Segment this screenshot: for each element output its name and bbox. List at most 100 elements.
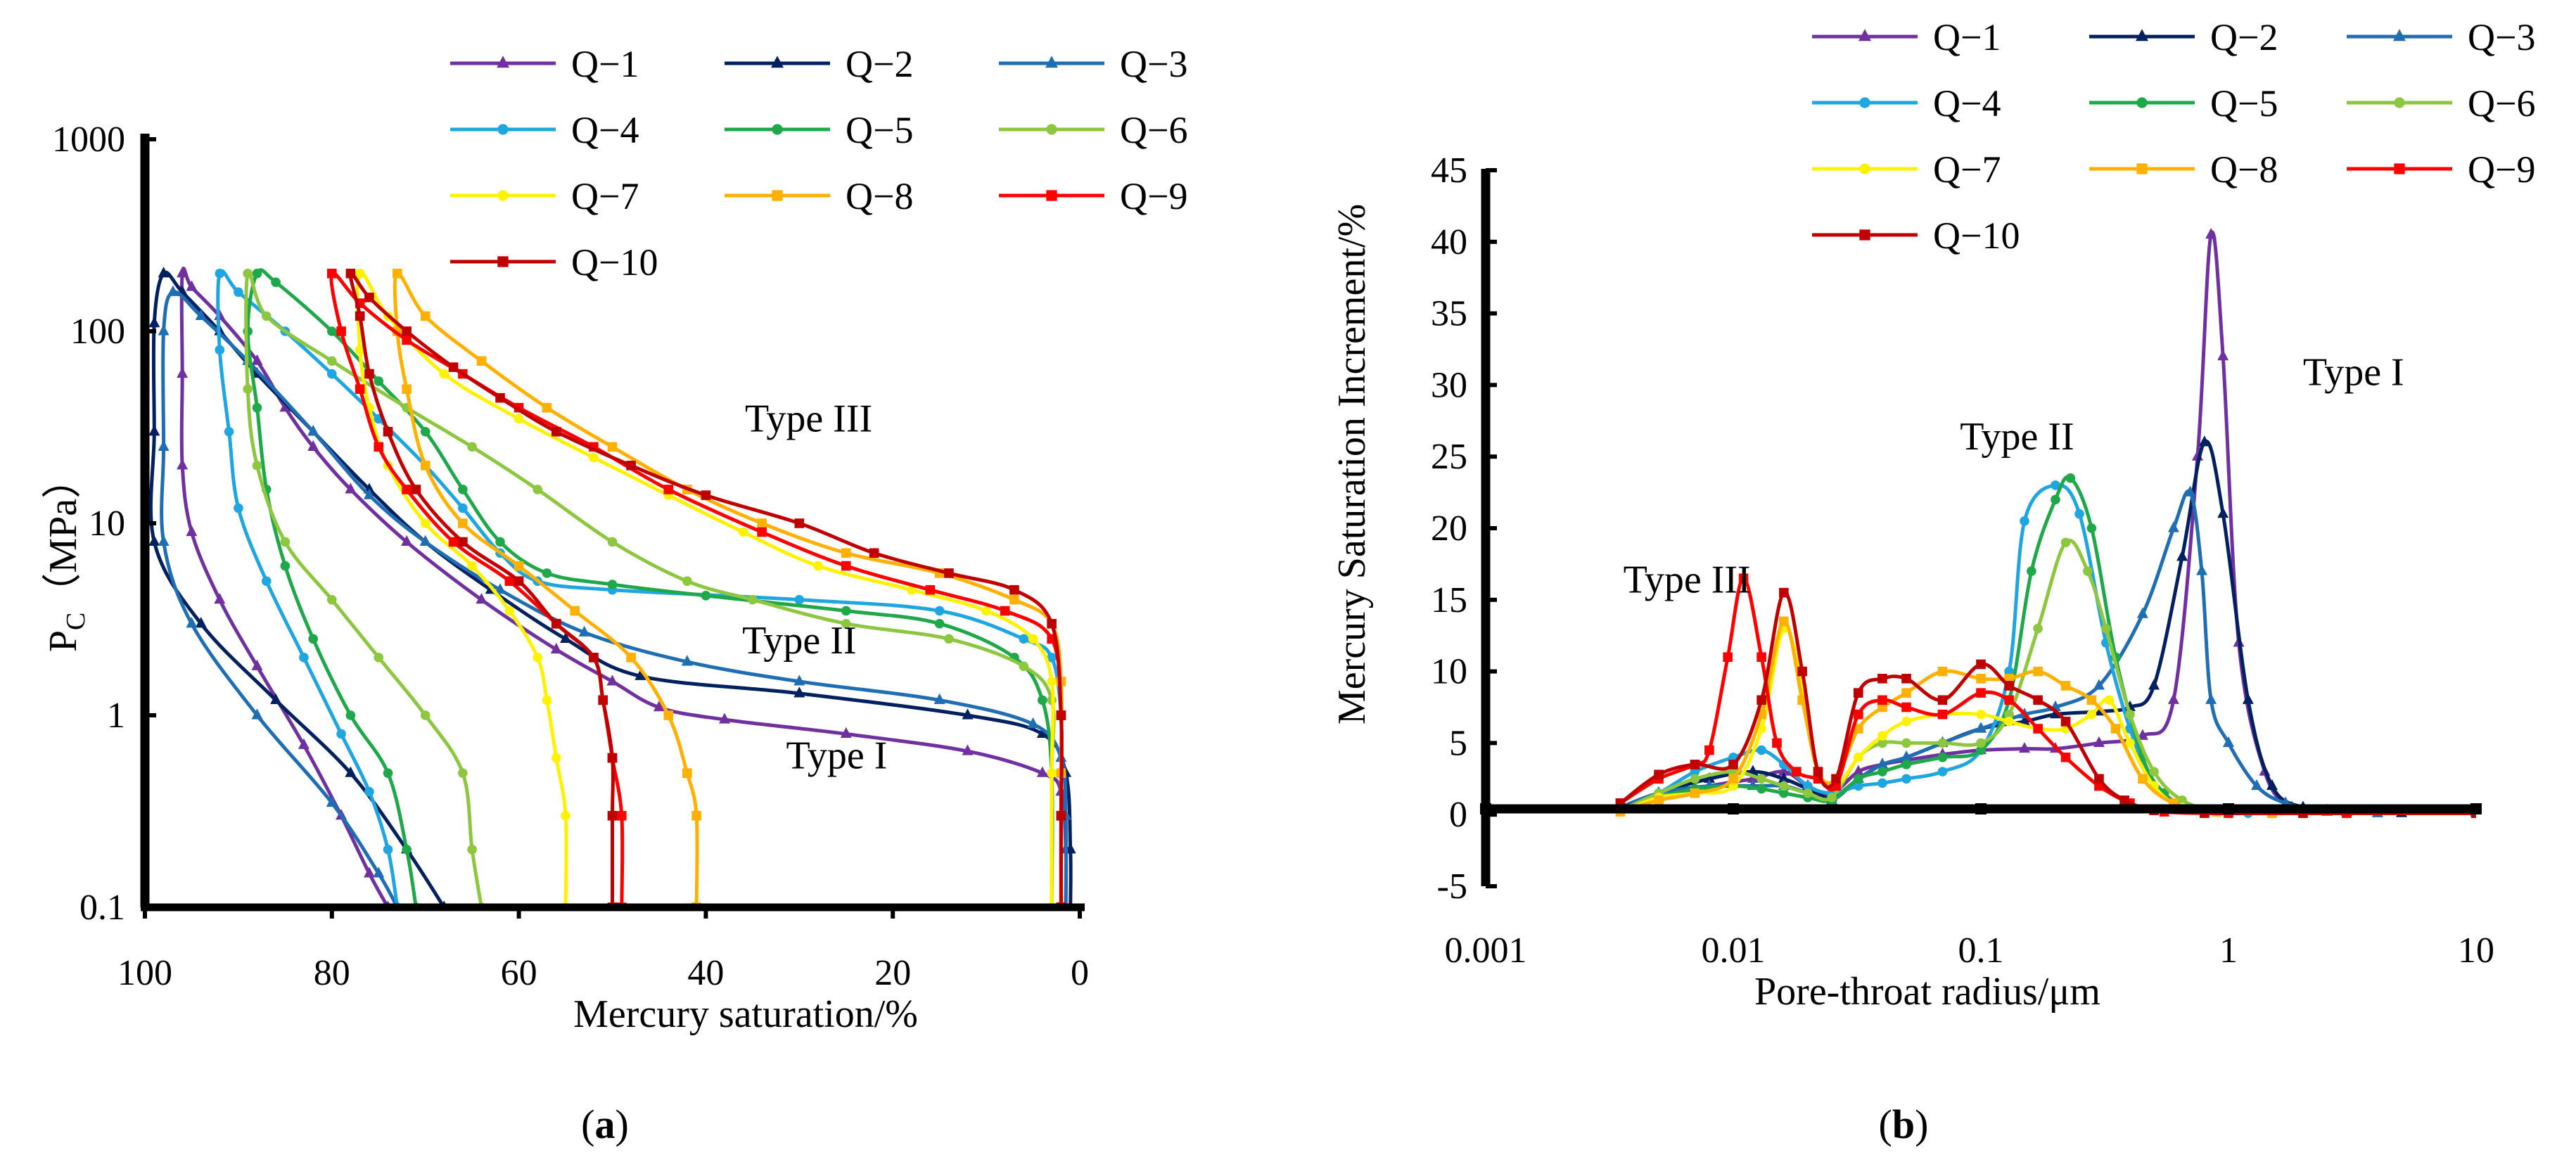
panel-a-point-q-6-15 [607, 537, 618, 547]
panel-b-y-tick-label-2: 5 [1449, 723, 1467, 763]
panel-b-point-q-10-3 [1728, 760, 1738, 769]
panel-a-point-q-8-17 [757, 518, 767, 528]
panel-b-legend-marker-q-2 [2136, 29, 2148, 41]
panel-b-point-q-7-18 [2104, 695, 2115, 705]
panel-b-point-q-10-15 [2033, 695, 2043, 705]
panel-a-point-q-5-16 [542, 568, 552, 578]
panel-a-point-q-3-3 [251, 708, 263, 720]
panel-b-point-q-6-12 [1976, 738, 1986, 748]
panel-a-legend-marker-q-10 [497, 256, 509, 267]
panel-a-point-q-6-10 [261, 311, 272, 321]
panel-b-chart: -5 0 5 10 15 20 25 30 35 40 45 0.001 0.01 0.1 1 10 Por… [1330, 16, 2535, 1147]
panel-b-point-q-8-2 [1690, 788, 1700, 798]
panel-b-point-q-9-12 [1877, 695, 1887, 705]
panel-a-annotation-type-iii: Type III [745, 397, 872, 441]
panel-a-point-q-1-5 [214, 593, 226, 604]
panel-a-point-q-2-5 [148, 535, 160, 547]
panel-b-x-tick-mark-0 [1480, 803, 1491, 814]
panel-a-point-q-1-24 [1036, 766, 1048, 777]
panel-b-point-q-1-4 [1778, 765, 1790, 776]
panel-b-point-q-10-9 [1854, 688, 1863, 698]
panel-b-point-q-10-12 [1937, 695, 1948, 705]
panel-a-point-q-4-4 [299, 653, 309, 663]
panel-a-point-q-10-20 [794, 518, 805, 528]
panel-b-point-q-7-14 [2004, 717, 2014, 727]
panel-a-point-q-9-11 [336, 326, 346, 336]
panel-b-y-tick-label-10: 45 [1431, 151, 1467, 191]
panel-a-point-q-1-8 [177, 366, 189, 378]
panel-b-point-q-7-17 [2086, 709, 2097, 720]
panel-b-point-q-8-17 [2086, 695, 2097, 705]
panel-b-point-q-8-15 [2033, 666, 2043, 677]
panel-a-point-q-9-8 [402, 485, 412, 494]
panel-a-legend-marker-q-2 [771, 56, 784, 68]
panel-b-point-q-4-15 [2051, 480, 2060, 490]
panel-a-point-q-6-5 [327, 594, 337, 605]
panel-b-point-q-2-18 [2198, 435, 2210, 447]
panel-a-point-q-6-11 [327, 356, 337, 366]
panel-b-point-q-6-16 [2083, 566, 2093, 576]
panel-b-y-axis-label: Mercury Saturation Increment/% [1330, 204, 1374, 724]
panel-a-y-tick-label-1: 1 [107, 696, 125, 736]
panel-a-point-q-3-7 [158, 324, 170, 335]
panel-b-point-q-10-7 [1813, 767, 1823, 776]
panel-a-point-q-8-1 [691, 810, 701, 821]
panel-a-point-q-8-8 [420, 461, 431, 471]
panel-a-point-q-10-25 [1056, 710, 1066, 720]
panel-b-legend-label-q-2: Q−2 [2210, 16, 2278, 58]
panel-a-point-q-2-20 [1036, 727, 1048, 739]
panel-b-point-q-8-5 [1779, 616, 1789, 627]
panel-a-point-q-7-15 [589, 452, 599, 463]
panel-a-x-tick-label-4: 20 [874, 953, 911, 993]
panel-b-legend-item-q-8: Q−8 [2089, 148, 2278, 191]
panel-b-y-tick-label-6: 25 [1431, 437, 1467, 477]
panel-a-point-q-1-22 [840, 727, 852, 739]
panel-a-point-q-4-21 [1019, 634, 1029, 644]
panel-b-point-q-9-8 [1792, 767, 1802, 776]
panel-a-y-tick-label-4: 1000 [52, 120, 125, 160]
panel-a-point-q-1-21 [718, 712, 730, 724]
panel-b-point-q-7-19 [2125, 738, 2135, 748]
panel-b-point-q-10-17 [2094, 774, 2104, 784]
panel-a-point-q-3-11 [307, 425, 319, 436]
panel-a-point-q-5-19 [841, 606, 851, 616]
panel-a-y-tick-label-0: 0.1 [79, 888, 125, 928]
panel-a-point-q-4-8 [215, 345, 225, 355]
panel-a-point-q-2-6 [148, 425, 160, 436]
panel-a-point-q-8-20 [1009, 594, 1019, 605]
panel-a-point-q-4-7 [224, 426, 234, 437]
panel-b-point-q-3-15 [2136, 607, 2148, 618]
panel-a-point-q-3-8 [167, 285, 179, 296]
panel-b-legend-label-q-10: Q−10 [1933, 215, 2020, 257]
panel-a-point-q-6-2 [458, 768, 468, 778]
panel-b-point-q-8-11 [1901, 688, 1911, 698]
panel-b-point-q-8-19 [2138, 774, 2148, 784]
panel-b-point-q-4-4 [1756, 745, 1766, 755]
panel-b-point-q-10-18 [2119, 795, 2129, 805]
panel-a-point-q-10-10 [364, 369, 374, 379]
panel-a-point-q-6-18 [841, 618, 851, 629]
panel-a-legend-item-q-2: Q−2 [725, 43, 913, 85]
panel-a-point-q-8-4 [626, 653, 636, 663]
panel-a-point-q-5-13 [420, 426, 431, 437]
panel-b-point-q-10-8 [1831, 774, 1841, 784]
panel-b-point-q-6-4 [1756, 774, 1766, 784]
panel-a-x-tick-label-0: 100 [117, 953, 172, 993]
panel-b-x-ticks: 0.001 0.01 0.1 1 10 [1445, 803, 2494, 971]
panel-b-point-q-2-21 [2266, 779, 2278, 791]
panel-a-point-q-5-4 [308, 634, 319, 644]
panel-b-point-q-9-13 [1901, 702, 1911, 712]
panel-b-point-q-5-15 [2051, 494, 2060, 505]
panel-a-point-q-7-4 [533, 653, 542, 663]
panel-a-legend-marker-q-8 [772, 190, 783, 201]
panel-a-point-q-1-6 [186, 525, 198, 537]
panel-a-point-q-6-16 [682, 576, 692, 586]
panel-a-point-q-8-18 [841, 548, 851, 558]
panel-b-y-tick-label-7: 30 [1431, 365, 1467, 405]
panel-b-y-tick-label-1: 0 [1449, 795, 1467, 835]
panel-a-point-q-5-22 [1038, 695, 1047, 705]
panel-b-point-q-1-19 [2217, 350, 2229, 361]
panel-a-point-q-2-16 [560, 632, 572, 643]
panel-a-legend-item-q-1: Q−1 [450, 43, 639, 85]
panel-b-legend-marker-q-8 [2136, 163, 2148, 174]
